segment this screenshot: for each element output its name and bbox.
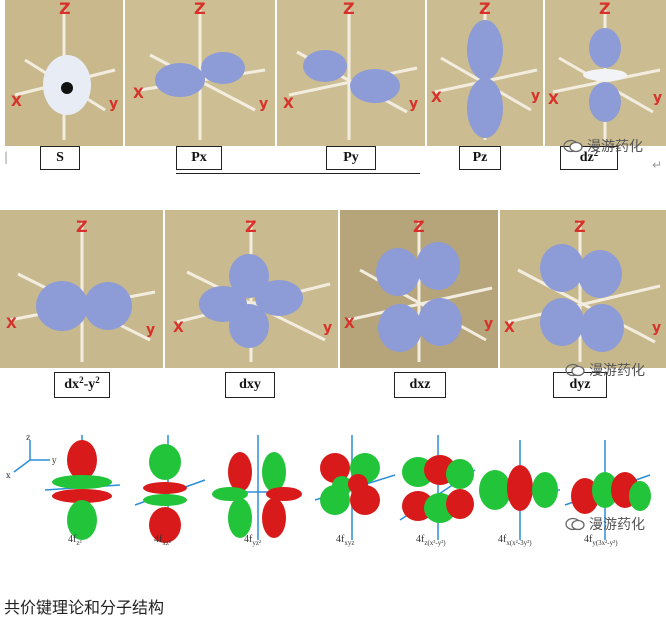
- axis-legend-icon: z y x: [6, 433, 57, 480]
- label-px: Px: [176, 146, 222, 170]
- f-orbitals-panel: z y x: [0, 430, 666, 590]
- section-heading: 共价键理论和分子结构: [4, 598, 165, 617]
- svg-text:Z: Z: [343, 0, 355, 18]
- svg-text:Z: Z: [413, 217, 425, 236]
- f-caption-4: 4fxyz: [336, 534, 355, 547]
- svg-text:X: X: [344, 316, 355, 332]
- photo-dxz-orbital: Z X y: [340, 210, 498, 368]
- svg-text:y: y: [531, 88, 540, 104]
- photo-dyz-orbital: Z X y: [500, 210, 666, 368]
- svg-text:X: X: [548, 92, 559, 108]
- f-caption-2: 4fxz²: [154, 534, 172, 547]
- svg-text:Z: Z: [245, 217, 257, 236]
- svg-text:X: X: [173, 320, 184, 336]
- svg-text:y: y: [259, 96, 268, 112]
- svg-text:Z: Z: [76, 217, 88, 236]
- label-dx2y2-mid: -y: [83, 377, 96, 392]
- svg-text:y: y: [146, 322, 155, 338]
- label-py: Py: [326, 146, 376, 170]
- label-dxz: dxz: [394, 372, 446, 398]
- svg-text:X: X: [431, 90, 442, 106]
- svg-text:y: y: [652, 320, 661, 336]
- label-dyz: dyz: [553, 372, 607, 398]
- divider-line: [176, 173, 420, 174]
- f-orbital-5: [399, 435, 476, 540]
- f-orbital-3: [212, 435, 302, 540]
- wechat-icon: [565, 363, 585, 377]
- watermark-text: 漫游药化: [587, 139, 643, 155]
- f-orbital-1: [44, 435, 121, 540]
- photo-pz-orbital: Z X y: [427, 0, 543, 146]
- svg-text:y: y: [653, 90, 662, 106]
- paragraph-mark-icon: ↵: [652, 158, 663, 172]
- photo-px-orbital: Z X y: [125, 0, 275, 146]
- label-dx2y2: dx 2 -y 2: [54, 372, 110, 398]
- svg-text:y: y: [484, 316, 493, 332]
- text-cursor: |: [4, 150, 9, 164]
- f-orbital-4: [314, 435, 396, 540]
- axis-y-label: y: [109, 96, 118, 112]
- f-orbital-7: [564, 440, 651, 540]
- label-dz2-base: dz: [579, 150, 594, 165]
- axis-x-label: X: [11, 94, 22, 110]
- photo-dxy-orbital: Z X y: [165, 210, 338, 368]
- f-caption-5: 4fz(x²-y²): [416, 534, 446, 547]
- label-s: S: [40, 146, 80, 170]
- f-caption-1: 4fz³: [68, 534, 82, 547]
- svg-text:X: X: [504, 320, 515, 336]
- f-caption-3: 4fyz²: [244, 534, 262, 547]
- wechat-icon: [563, 139, 583, 153]
- svg-text:X: X: [283, 96, 294, 112]
- f-orbitals-figure: z y x: [6, 433, 651, 543]
- wechat-icon: [565, 517, 585, 531]
- watermark-row3: 漫游药化: [565, 514, 645, 534]
- f-caption-7: 4fy(3x²-y²): [584, 534, 618, 547]
- photo-dx2y2-orbital: Z X y: [0, 210, 163, 368]
- label-dx2y2-base: dx: [64, 377, 80, 392]
- axis-z-label: Z: [59, 0, 71, 18]
- watermark-text: 漫游药化: [589, 517, 645, 533]
- photo-s-orbital: Z X y: [5, 0, 123, 146]
- svg-text:y: y: [409, 96, 418, 112]
- svg-text:X: X: [6, 316, 17, 332]
- svg-text:y: y: [323, 320, 332, 336]
- svg-text:x: x: [6, 471, 11, 480]
- svg-text:Z: Z: [599, 0, 611, 18]
- label-pz: Pz: [459, 146, 501, 170]
- svg-text:z: z: [26, 433, 30, 442]
- svg-text:Z: Z: [574, 217, 586, 236]
- svg-text:Z: Z: [194, 0, 206, 18]
- f-caption-6: 4fx(x²-3y²): [498, 534, 532, 547]
- watermark-text: 漫游药化: [589, 363, 645, 379]
- photo-dz2-orbital: Z X y: [545, 0, 666, 146]
- f-orbital-2: [134, 435, 206, 543]
- svg-text:Z: Z: [479, 0, 491, 18]
- photo-py-orbital: Z X y: [277, 0, 425, 146]
- label-dz2: dz 2: [560, 146, 618, 170]
- svg-text:y: y: [51, 456, 57, 465]
- label-dxy: dxy: [225, 372, 275, 398]
- f-orbital-6: [479, 440, 560, 540]
- watermark-row1: 漫游药化: [563, 136, 643, 156]
- watermark-row2: 漫游药化: [565, 360, 645, 380]
- svg-text:X: X: [133, 86, 144, 102]
